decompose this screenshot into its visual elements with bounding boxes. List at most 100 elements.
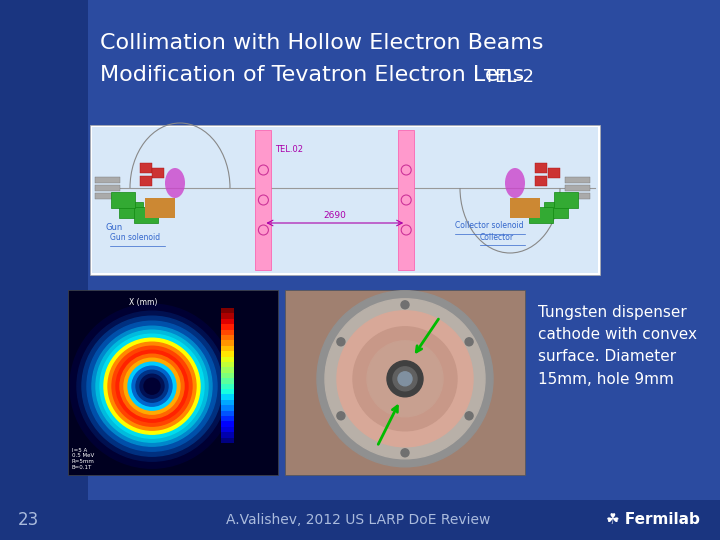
Bar [510,198,540,218]
Bar [221,416,234,421]
Text: 2690: 2690 [323,211,346,220]
Text: A.Valishev, 2012 US LARP DoE Review: A.Valishev, 2012 US LARP DoE Review [226,513,490,527]
Bar [221,367,234,373]
Circle shape [465,338,473,346]
Bar [0,0,88,540]
Circle shape [353,327,457,431]
Circle shape [136,370,168,402]
Bar [68,290,278,475]
Bar [221,389,234,394]
Circle shape [465,412,473,420]
Bar [92,127,598,273]
Bar [152,168,164,178]
Text: Gun: Gun [105,223,122,232]
Bar [565,193,590,199]
Bar [221,383,234,389]
Bar [221,394,234,400]
Circle shape [393,367,417,391]
Circle shape [104,338,200,434]
Bar [221,346,234,351]
Circle shape [398,372,412,386]
Bar [535,163,547,173]
Ellipse shape [165,168,185,198]
Bar [221,351,234,356]
Text: 23: 23 [18,511,40,529]
Circle shape [128,362,176,410]
Circle shape [144,378,160,394]
Text: Collimation with Hollow Electron Beams: Collimation with Hollow Electron Beams [100,33,544,53]
Text: ☘ Fermilab: ☘ Fermilab [606,512,700,528]
Bar [398,130,414,270]
Bar [221,373,234,378]
Bar [221,356,234,362]
Bar [140,176,152,186]
Circle shape [87,321,217,451]
Circle shape [317,291,493,467]
Circle shape [124,358,180,414]
Text: TEL-2: TEL-2 [484,68,534,86]
FancyBboxPatch shape [119,202,143,218]
Circle shape [112,346,192,426]
Circle shape [401,449,409,457]
Circle shape [325,299,485,459]
Bar [140,163,152,173]
Circle shape [401,301,409,309]
FancyBboxPatch shape [111,192,135,208]
Text: Modification of Tevatron Electron Lens: Modification of Tevatron Electron Lens [100,65,531,85]
Circle shape [77,311,227,461]
Bar [221,400,234,405]
Bar [221,319,234,324]
Text: TEL.02: TEL.02 [275,145,303,154]
Text: I=5 A
0.5 MeV
R=5mm
B=0.1T: I=5 A 0.5 MeV R=5mm B=0.1T [72,448,95,470]
Text: Tungsten dispenser
cathode with convex
surface. Diameter
15mm, hole 9mm: Tungsten dispenser cathode with convex s… [538,305,697,387]
FancyBboxPatch shape [529,207,553,223]
Bar [221,437,234,443]
Bar [221,421,234,427]
Bar [221,362,234,367]
Circle shape [337,338,345,346]
Ellipse shape [505,168,525,198]
Circle shape [337,412,345,420]
Text: Collector: Collector [480,233,514,242]
Circle shape [82,316,222,456]
Bar [145,198,175,218]
Bar [95,193,120,199]
Circle shape [96,330,208,442]
FancyBboxPatch shape [554,192,578,208]
Bar [221,405,234,410]
Text: Gun solenoid: Gun solenoid [110,233,160,242]
Circle shape [70,304,234,468]
Bar [95,177,120,183]
Bar [565,185,590,191]
Circle shape [140,374,164,398]
Text: X (mm): X (mm) [130,298,158,307]
Bar [285,290,525,475]
FancyBboxPatch shape [544,202,568,218]
Circle shape [116,350,188,422]
Bar [221,340,234,346]
Bar [221,427,234,432]
Bar [256,130,271,270]
Bar [0,500,720,540]
Circle shape [337,311,473,447]
Bar [221,329,234,335]
Bar [221,410,234,416]
Circle shape [120,354,184,418]
Bar [221,378,234,383]
Bar [535,176,547,186]
Circle shape [92,326,212,446]
Bar [221,432,234,437]
Text: Collector solenoid: Collector solenoid [455,221,523,230]
Circle shape [100,334,204,438]
Bar [90,125,600,275]
Bar [221,335,234,340]
Bar [548,168,560,178]
Circle shape [367,341,443,417]
Bar [221,324,234,329]
Bar [95,185,120,191]
Circle shape [132,366,172,406]
Bar [565,177,590,183]
FancyBboxPatch shape [134,207,158,223]
Bar [221,313,234,319]
Bar [221,308,234,313]
